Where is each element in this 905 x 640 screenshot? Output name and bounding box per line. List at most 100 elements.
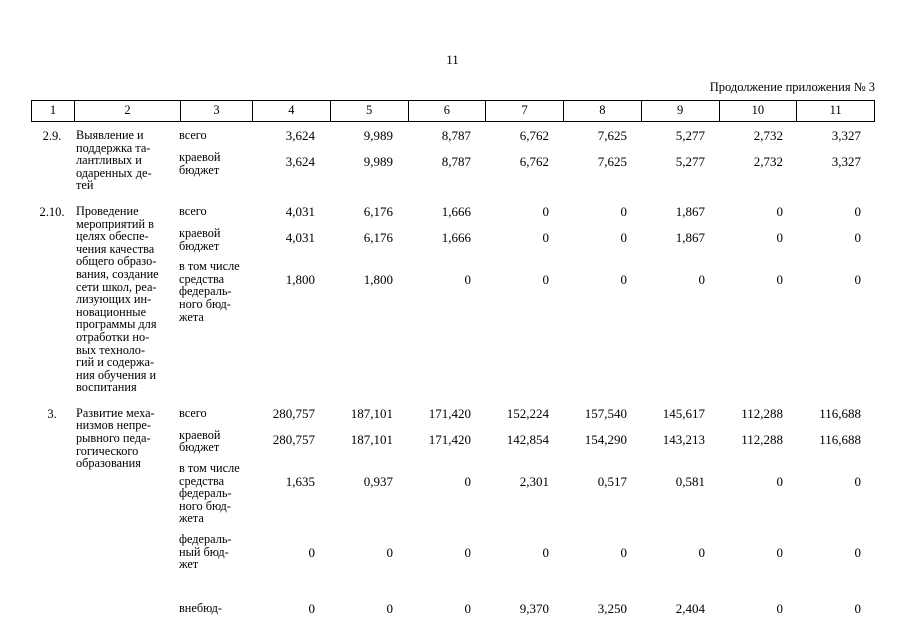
value-cell: 0 — [542, 229, 550, 245]
subrows-group: всего 3,624 9,989 8,787 6,762 7,625 5,277 2,732… — [179, 128, 875, 192]
measure-name: Развитие меха- низмов непре- рывного пед… — [76, 405, 155, 471]
value-cell: 3,624 — [285, 128, 315, 143]
value-cell: 8,787 — [441, 154, 471, 169]
budget-subrow: в том числе средства федераль- ного бюд-… — [179, 259, 875, 323]
value-cell: 143,213 — [662, 431, 705, 447]
value-cell: 0 — [776, 545, 784, 561]
budget-type-label: всего — [179, 405, 207, 420]
value-cell: 7,625 — [597, 128, 627, 143]
budget-subrow: всего 4,031 6,176 1,666 0 0 1,867 0 0 — [179, 204, 875, 219]
column-header-6: 6 — [407, 101, 486, 121]
value-cell: 9,989 — [363, 154, 393, 169]
page-number: 11 — [446, 52, 459, 67]
value-cell: 154,290 — [584, 431, 627, 447]
column-header-1: 1 — [49, 103, 57, 117]
measure-name: Проведение мероприятий в целях обеспе- ч… — [76, 203, 159, 395]
value-cell: 0 — [854, 203, 862, 219]
column-header-10: 10 — [718, 101, 797, 121]
value-cell: 3,327 — [831, 128, 861, 143]
value-cell: 3,624 — [285, 154, 315, 169]
measure-name: Выявление и поддержка та- лантливых и од… — [76, 128, 152, 193]
value-cell: 0 — [854, 272, 862, 288]
value-cell: 0 — [854, 229, 862, 245]
value-cell: 2,404 — [675, 600, 705, 616]
value-cell: 1,635 — [285, 474, 315, 490]
value-cell: 171,420 — [428, 405, 471, 421]
budget-subrow: федераль- ный бюд- жет 0 0 0 0 0 0 0 0 — [179, 532, 875, 571]
column-header-8: 8 — [563, 101, 641, 121]
value-cell: 4,031 — [285, 203, 315, 219]
value-cell: 6,762 — [519, 128, 549, 143]
row-number: 3. — [47, 406, 57, 421]
column-header-5: 5 — [329, 101, 408, 121]
table-row: 3. Развитие меха- низмов непре- рывного п… — [31, 406, 875, 623]
value-cell: 0 — [386, 600, 394, 616]
budget-subrow: внебюд- 0 0 0 9,370 3,250 2,404 0 0 — [179, 601, 875, 616]
value-cell: 1,800 — [285, 272, 315, 288]
value-cell: 171,420 — [428, 431, 471, 447]
budget-table: 1 2 3 4 5 6 7 8 9 10 11 2.9. Выявление и поддержка … — [31, 100, 875, 623]
value-cell: 1,867 — [675, 229, 705, 245]
table-header-row: 1 2 3 4 5 6 7 8 9 10 11 — [31, 100, 875, 122]
column-header-2: 2 — [74, 101, 180, 121]
value-cell: 116,688 — [819, 405, 861, 421]
value-cell: 112,288 — [741, 431, 783, 447]
value-cell: 0 — [698, 545, 706, 561]
value-cell: 142,854 — [506, 431, 549, 447]
value-cell: 4,031 — [285, 229, 315, 245]
value-cell: 0,937 — [363, 474, 393, 490]
value-cell: 0 — [776, 272, 784, 288]
value-cell: 2,732 — [753, 128, 783, 143]
budget-type-label: федераль- ный бюд- жет — [179, 532, 232, 572]
value-cell: 9,989 — [363, 128, 393, 143]
budget-subrow: краевой бюджет 4,031 6,176 1,666 0 0 1,867 0 0 — [179, 226, 875, 252]
value-cell: 1,666 — [441, 203, 471, 219]
subrows-group: всего 280,757 187,101 171,420 152,224 157,540… — [179, 406, 875, 623]
value-cell: 3,250 — [597, 600, 627, 616]
value-cell: 0 — [854, 474, 862, 490]
value-cell: 0 — [542, 203, 550, 219]
value-cell: 2,732 — [753, 154, 783, 169]
value-cell: 0 — [776, 229, 784, 245]
value-cell: 280,757 — [272, 405, 315, 421]
value-cell: 5,277 — [675, 154, 705, 169]
value-cell: 3,327 — [831, 154, 861, 169]
budget-subrow: всего 3,624 9,989 8,787 6,762 7,625 5,277 2,732… — [179, 128, 875, 143]
budget-type-label: всего — [179, 203, 207, 218]
value-cell: 0 — [464, 600, 472, 616]
budget-subrow: всего 280,757 187,101 171,420 152,224 157,540… — [179, 406, 875, 421]
value-cell: 152,224 — [506, 405, 549, 421]
value-cell: 9,370 — [519, 600, 549, 616]
value-cell: 1,666 — [441, 229, 471, 245]
value-cell: 1,800 — [363, 272, 393, 288]
value-cell: 0 — [464, 545, 472, 561]
value-cell: 0,581 — [675, 474, 705, 490]
budget-type-label: в том числе средства федераль- ного бюд-… — [179, 461, 240, 526]
value-cell: 0 — [776, 474, 784, 490]
row-number: 2.10. — [39, 204, 65, 219]
value-cell: 0 — [464, 474, 472, 490]
value-cell: 0 — [620, 229, 628, 245]
continuation-caption: Продолжение приложения № 3 — [709, 80, 875, 94]
value-cell: 0 — [698, 272, 706, 288]
budget-subrow: краевой бюджет 3,624 9,989 8,787 6,762 7,625 5… — [179, 150, 875, 176]
row-number: 2.9. — [42, 129, 62, 143]
value-cell: 112,288 — [741, 405, 783, 421]
value-cell: 6,176 — [363, 229, 393, 245]
value-cell: 0 — [620, 545, 628, 561]
value-cell: 0 — [620, 272, 628, 288]
value-cell: 157,540 — [584, 405, 627, 421]
budget-type-label: краевой бюджет — [179, 225, 221, 253]
budget-type-label: внебюд- — [179, 600, 223, 615]
column-header-9: 9 — [640, 101, 719, 121]
column-header-7: 7 — [485, 101, 563, 121]
value-cell: 0 — [464, 272, 472, 288]
value-cell: 187,101 — [350, 405, 393, 421]
value-cell: 6,762 — [519, 154, 549, 169]
budget-type-label: краевой бюджет — [179, 427, 221, 455]
value-cell: 0 — [308, 545, 316, 561]
value-cell: 116,688 — [819, 431, 861, 447]
budget-subrow: в том числе средства федераль- ного бюд-… — [179, 461, 875, 525]
value-cell: 280,757 — [272, 431, 315, 447]
